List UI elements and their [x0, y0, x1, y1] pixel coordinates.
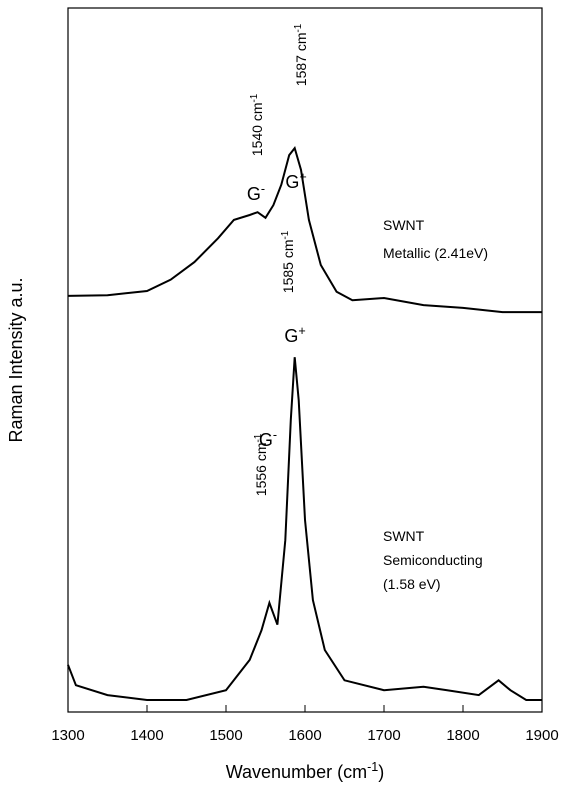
annotation: 1585 cm-1	[280, 231, 297, 293]
annotation: 1540 cm-1	[249, 94, 266, 156]
x-tick-label: 1300	[51, 727, 84, 744]
x-axis-title-sup: -1	[367, 760, 378, 774]
annotation: 1556 cm-1	[253, 434, 270, 496]
annotation-text: 1585 cm	[280, 240, 296, 294]
annotation: Metallic (2.41eV)	[383, 245, 488, 261]
spectrum-line	[67, 145, 542, 314]
spectrum-line	[67, 357, 542, 701]
annotation-text: 1556 cm	[253, 443, 269, 497]
annotation-sup: -	[273, 428, 277, 442]
plot-frame	[67, 7, 543, 713]
annotation-sup: +	[299, 170, 306, 184]
annotation: G-	[259, 428, 277, 450]
x-tick-label: 1400	[130, 727, 163, 744]
annotation-text: G	[284, 326, 298, 346]
x-axis-title-text: Wavenumber (cm	[226, 762, 367, 782]
annotation-text: G	[259, 430, 273, 450]
annotation: (1.58 eV)	[383, 576, 441, 592]
annotation: SWNT	[383, 528, 425, 544]
annotation-sup: -1	[253, 434, 264, 443]
x-tick-label: 1900	[525, 727, 558, 744]
annotation: G-	[247, 182, 265, 204]
annotation-sup: -	[261, 182, 265, 196]
annotation-text: 1540 cm	[249, 103, 265, 157]
annotation-sup: -1	[280, 231, 291, 240]
annotation-text: 1587 cm	[293, 33, 309, 87]
annotation-text: SWNT	[383, 217, 425, 233]
x-tick-label: 1700	[367, 727, 400, 744]
x-tick-label: 1800	[446, 727, 479, 744]
annotation: G+	[285, 170, 306, 192]
annotation-text: SWNT	[383, 528, 425, 544]
annotation-text: G	[247, 184, 261, 204]
annotation: SWNT	[383, 217, 425, 233]
annotation: G+	[284, 324, 305, 346]
annotation-sup: -1	[293, 24, 304, 33]
x-tick-label: 1500	[209, 727, 242, 744]
annotation-text: Semiconducting	[383, 552, 483, 568]
annotation-sup: -1	[249, 94, 260, 103]
annotation-text: Metallic (2.41eV)	[383, 245, 488, 261]
x-axis-title-after: )	[378, 762, 384, 782]
x-axis-title: Wavenumber (cm-1)	[226, 760, 385, 782]
annotation-text: G	[285, 172, 299, 192]
annotation-sup: +	[298, 324, 305, 338]
annotation: 1587 cm-1	[293, 24, 310, 86]
annotation-text: (1.58 eV)	[383, 576, 441, 592]
y-axis-title: Raman Intensity a.u.	[6, 277, 26, 442]
x-tick-label: 1600	[288, 727, 321, 744]
annotation: Semiconducting	[383, 552, 483, 568]
